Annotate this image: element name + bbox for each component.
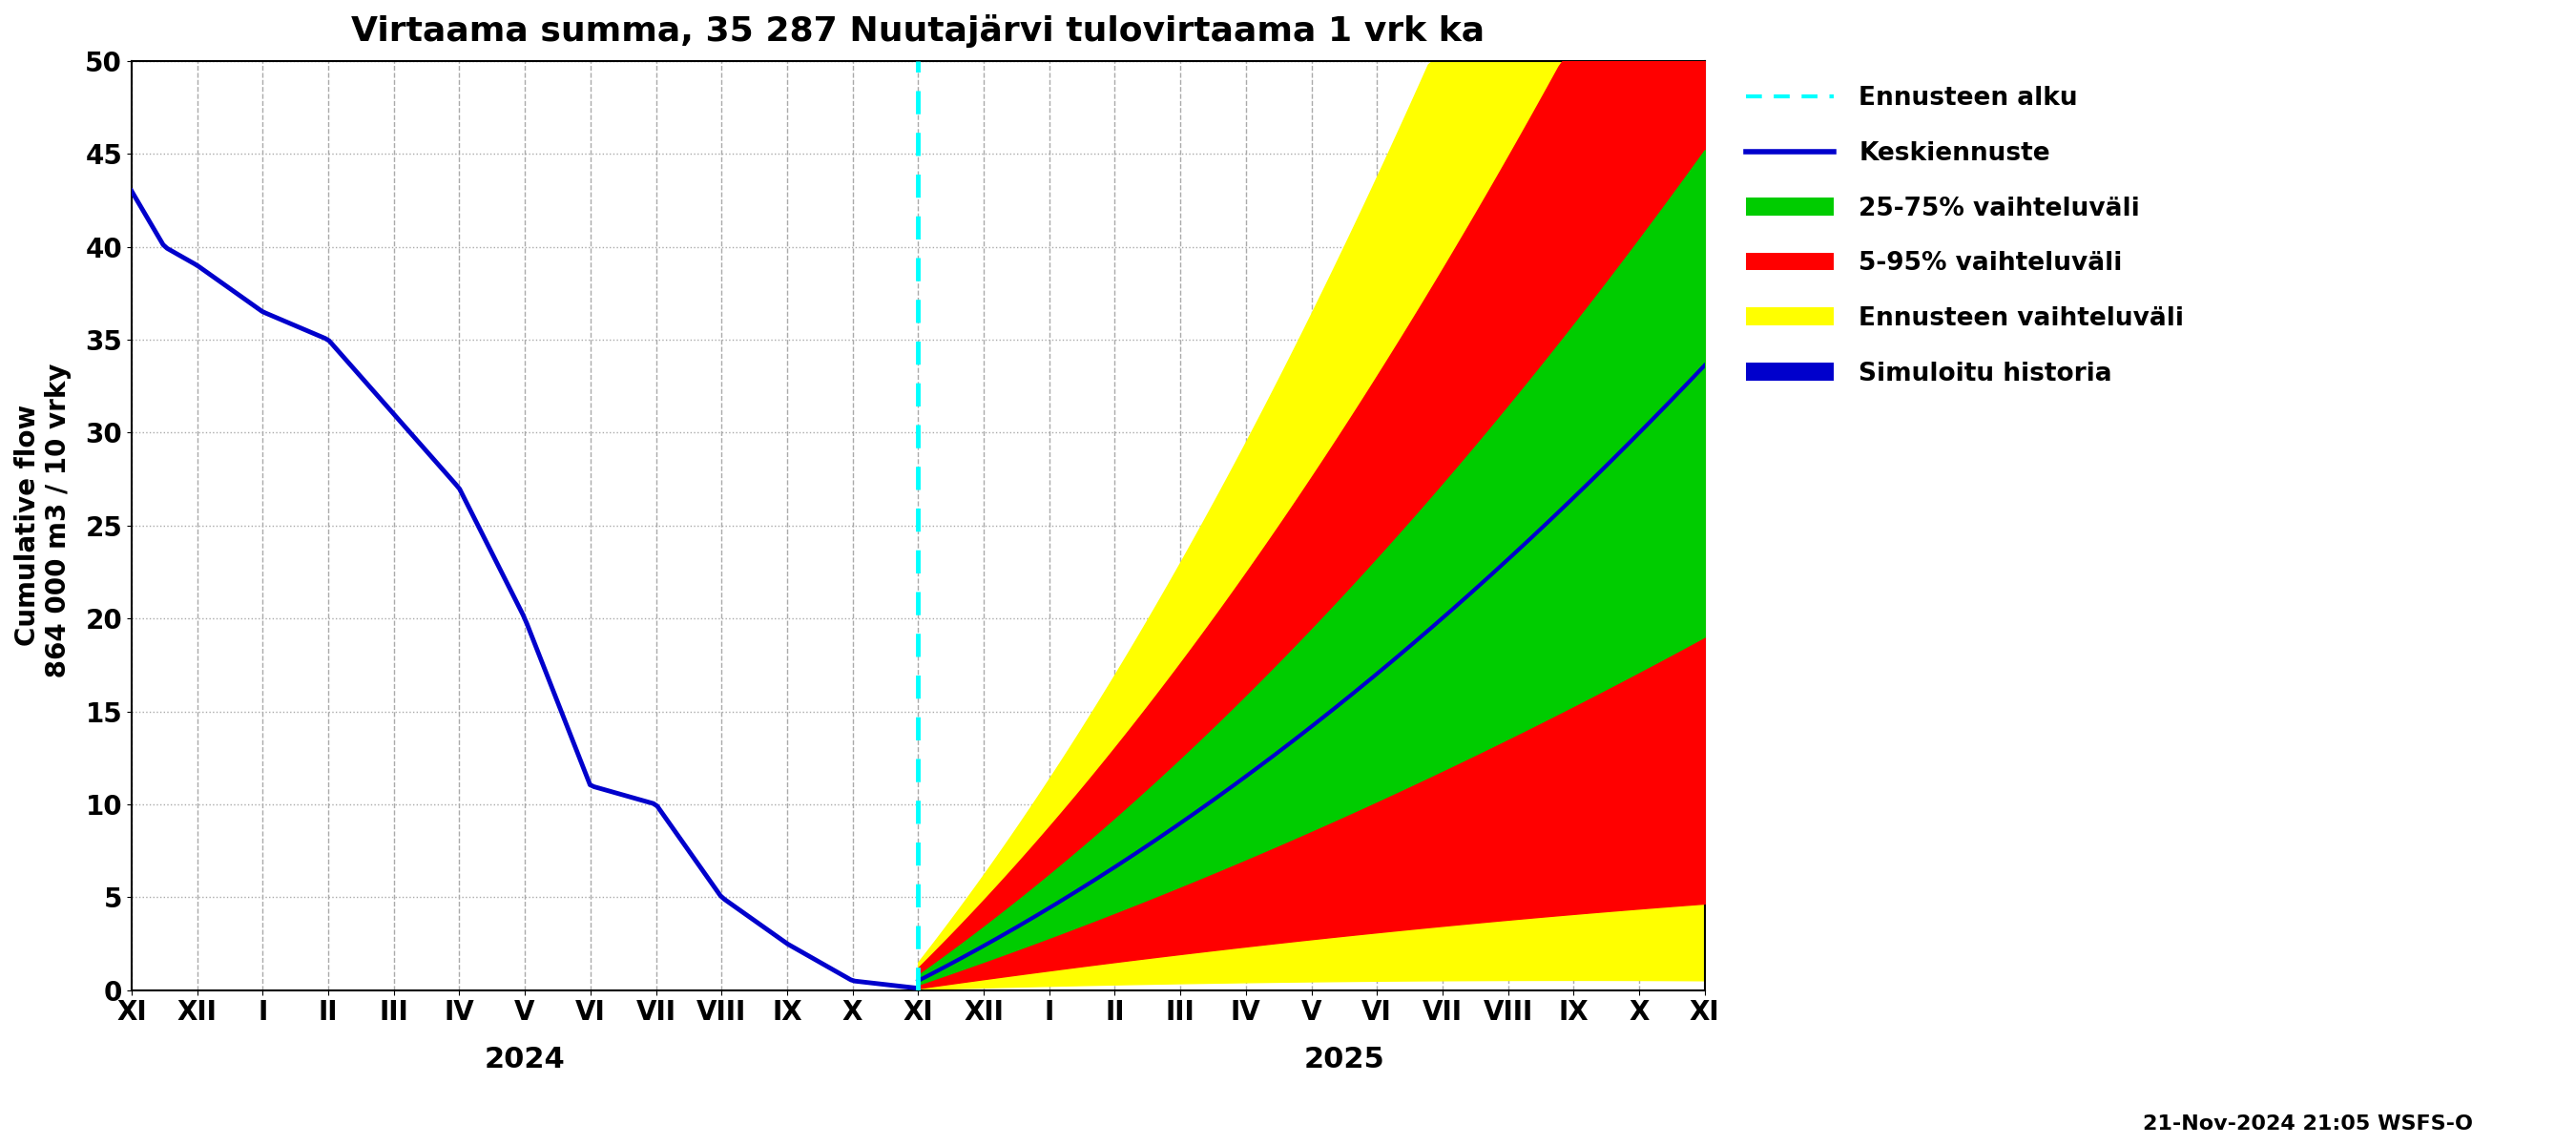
Legend: Ennusteen alku, Keskiennuste, 25-75% vaihteluväli, 5-95% vaihteluväli, Ennusteen: Ennusteen alku, Keskiennuste, 25-75% vai… bbox=[1734, 73, 2197, 398]
Text: 2024: 2024 bbox=[484, 1045, 564, 1074]
Text: 2025: 2025 bbox=[1303, 1045, 1386, 1074]
Y-axis label: Cumulative flow
 864 000 m3 / 10 vrky: Cumulative flow 864 000 m3 / 10 vrky bbox=[15, 364, 72, 687]
Text: 21-Nov-2024 21:05 WSFS-O: 21-Nov-2024 21:05 WSFS-O bbox=[2143, 1114, 2473, 1134]
Title: Virtaama summa, 35 287 Nuutajärvi tulovirtaama 1 vrk ka: Virtaama summa, 35 287 Nuutajärvi tulovi… bbox=[350, 14, 1484, 48]
